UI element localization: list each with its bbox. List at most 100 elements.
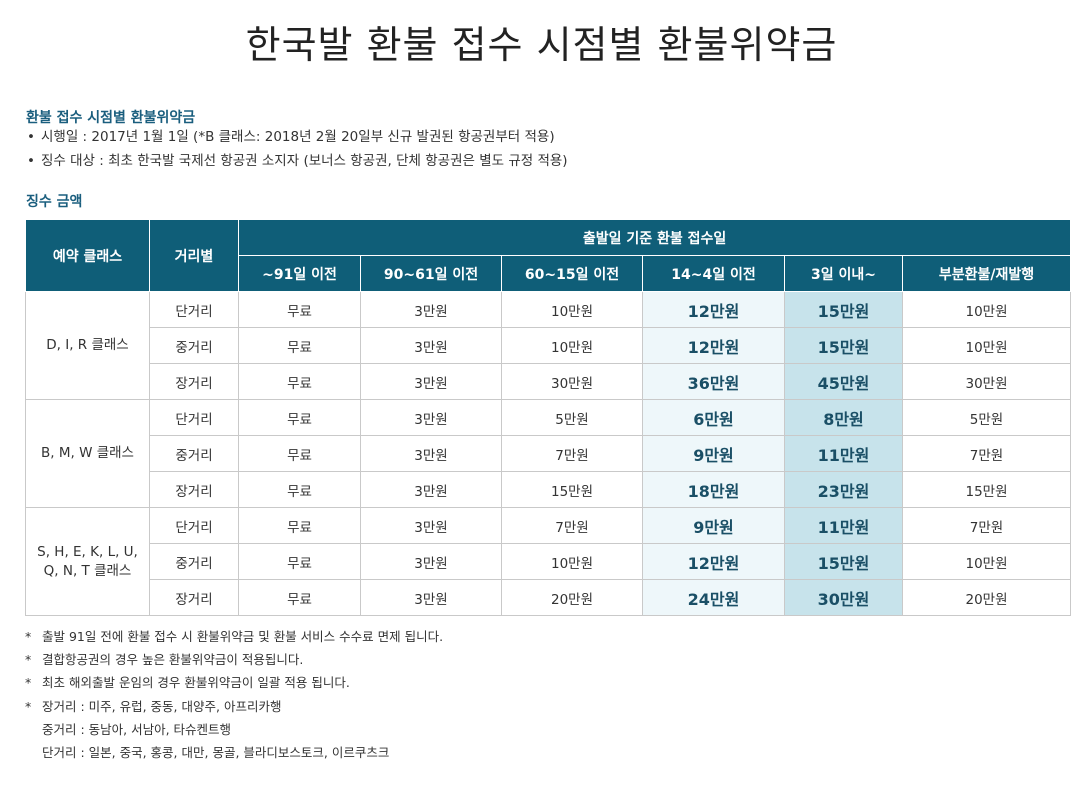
policy-item: • 시행일 : 2017년 1월 1일 (*B 클래스: 2018년 2월 20일… — [27, 127, 568, 151]
fee-cell: 30만원 — [501, 363, 643, 400]
fee-cell: 15만원 — [784, 543, 903, 580]
class-cell: B, M, W 클래스 — [25, 399, 150, 508]
class-cell: D, I, R 클래스 — [25, 291, 150, 400]
note-star: * — [25, 675, 32, 691]
header-period: ~91일 이전 — [238, 255, 361, 292]
fees-heading: 징수 금액 — [26, 194, 83, 210]
fee-cell: 45만원 — [784, 363, 903, 400]
fee-cell: 12만원 — [642, 291, 785, 328]
fee-cell: 3만원 — [360, 507, 502, 544]
bullet: • — [27, 153, 35, 169]
fee-cell: 15만원 — [901, 471, 1072, 508]
distance-cell: 중거리 — [149, 435, 239, 472]
fee-cell: 무료 — [238, 507, 361, 544]
note-continuation: 중거리 : 동남아, 서남아, 타슈켄트행 — [42, 721, 232, 737]
fee-cell: 3만원 — [360, 579, 502, 616]
notes-list: * 출발 91일 전에 환불 접수 시 환불위약금 및 환불 서비스 수수료 면제… — [25, 628, 443, 767]
table-row: D, I, R 클래스 단거리 무료 3만원 10만원 12만원 15만원 10… — [25, 291, 1072, 400]
table-row: 장거리 무료 3만원 30만원 36만원 45만원 30만원 — [26, 363, 1072, 400]
fee-cell: 20만원 — [901, 579, 1072, 616]
fee-cell: 30만원 — [901, 363, 1072, 400]
fee-cell: 18만원 — [642, 471, 785, 508]
fee-cell: 10만원 — [901, 543, 1072, 580]
fee-cell: 무료 — [238, 399, 361, 436]
class-line: Q, N, T 클래스 — [43, 562, 132, 579]
header-distance: 거리별 — [149, 219, 239, 292]
header-group: 출발일 기준 환불 접수일 — [237, 219, 1072, 256]
fee-cell: 20만원 — [501, 579, 643, 616]
note-item: * 장거리 : 미주, 유럽, 중동, 대양주, 아프리카행 — [25, 698, 443, 721]
table-row: 장거리 무료 3만원 20만원 24만원 30만원 20만원 — [26, 579, 1072, 616]
fee-cell: 36만원 — [642, 363, 785, 400]
fee-cell: 11만원 — [784, 507, 903, 544]
table-row: 장거리 무료 3만원 15만원 18만원 23만원 15만원 — [26, 471, 1072, 508]
class-line: S, H, E, K, L, U, — [37, 543, 138, 560]
fee-cell: 10만원 — [501, 291, 643, 328]
fee-cell: 3만원 — [360, 543, 502, 580]
fee-cell: 10만원 — [901, 327, 1072, 364]
fee-cell: 8만원 — [784, 399, 903, 436]
note-item: * 출발 91일 전에 환불 접수 시 환불위약금 및 환불 서비스 수수료 면제… — [25, 628, 443, 651]
fee-cell: 6만원 — [642, 399, 785, 436]
fee-cell: 3만원 — [360, 399, 502, 436]
fee-cell: 30만원 — [784, 579, 903, 616]
policy-item-text: 시행일 : 2017년 1월 1일 (*B 클래스: 2018년 2월 20일부… — [41, 129, 555, 145]
distance-cell: 장거리 — [149, 471, 239, 508]
fee-cell: 9만원 — [642, 435, 785, 472]
fee-cell: 무료 — [238, 363, 361, 400]
fee-cell: 11만원 — [784, 435, 903, 472]
page-title: 한국발 환불 접수 시점별 환불위약금 — [245, 23, 838, 67]
fee-cell: 3만원 — [360, 363, 502, 400]
fee-cell: 3만원 — [360, 471, 502, 508]
note-text: 출발 91일 전에 환불 접수 시 환불위약금 및 환불 서비스 수수료 면제 … — [42, 629, 444, 644]
fee-cell: 3만원 — [360, 291, 502, 328]
fee-cell: 3만원 — [360, 327, 502, 364]
fee-cell: 24만원 — [642, 579, 785, 616]
note-star: * — [25, 629, 32, 644]
table-row: S, H, E, K, L, U, Q, N, T 클래스 단거리 무료 3만원 … — [25, 507, 1072, 616]
fee-cell: 7만원 — [901, 435, 1072, 472]
note-star: * — [25, 652, 32, 668]
distance-cell: 장거리 — [149, 579, 239, 616]
fee-cell: 15만원 — [501, 471, 643, 508]
note-text: 장거리 : 미주, 유럽, 중동, 대양주, 아프리카행 — [42, 698, 282, 714]
fee-cell: 10만원 — [501, 543, 643, 580]
fee-cell: 7만원 — [501, 507, 643, 544]
distance-cell: 중거리 — [149, 543, 239, 580]
fee-cell: 무료 — [238, 471, 361, 508]
distance-cell: 단거리 — [149, 291, 239, 328]
distance-cell: 단거리 — [149, 399, 239, 436]
policy-heading: 환불 접수 시점별 환불위약금 — [26, 110, 196, 126]
header-period: 14~4일 이전 — [642, 255, 785, 292]
fee-cell: 10만원 — [901, 291, 1072, 328]
note-text: 최초 해외출발 운임의 경우 환불위약금이 일괄 적용 됩니다. — [42, 675, 350, 691]
fee-cell: 무료 — [238, 291, 361, 328]
fee-cell: 5만원 — [501, 399, 643, 436]
fee-cell: 23만원 — [784, 471, 903, 508]
fee-cell: 15만원 — [784, 327, 903, 364]
fee-cell: 무료 — [238, 579, 361, 616]
fee-cell: 7만원 — [501, 435, 643, 472]
header-period: 부분환불/재발행 — [901, 255, 1072, 292]
header-period: 3일 이내~ — [784, 255, 903, 292]
note-continuation: 단거리 : 일본, 중국, 홍콩, 대만, 몽골, 블라디보스토크, 이르쿠츠크 — [42, 744, 390, 760]
bullet: • — [27, 129, 35, 145]
note-item: * 최초 해외출발 운임의 경우 환불위약금이 일괄 적용 됩니다. — [25, 674, 443, 697]
fee-cell: 12만원 — [642, 327, 785, 364]
fee-cell: 무료 — [238, 543, 361, 580]
note-star: * — [25, 698, 32, 714]
fee-cell: 15만원 — [784, 291, 903, 328]
fee-cell: 무료 — [238, 435, 361, 472]
table-row: B, M, W 클래스 단거리 무료 3만원 5만원 6만원 8만원 5만원 — [25, 399, 1072, 508]
table-row: 중거리 무료 3만원 10만원 12만원 15만원 10만원 — [26, 543, 1072, 580]
fee-cell: 10만원 — [501, 327, 643, 364]
header-class: 예약 클래스 — [25, 219, 150, 292]
fee-cell: 3만원 — [360, 435, 502, 472]
header-period: 60~15일 이전 — [501, 255, 643, 292]
note-text: 결합항공권의 경우 높은 환불위약금이 적용됩니다. — [42, 652, 304, 668]
fee-cell: 무료 — [238, 327, 361, 364]
distance-cell: 단거리 — [149, 507, 239, 544]
policy-list: • 시행일 : 2017년 1월 1일 (*B 클래스: 2018년 2월 20일… — [27, 127, 568, 175]
fee-cell: 5만원 — [901, 399, 1072, 436]
policy-item-text: 징수 대상 : 최초 한국발 국제선 항공권 소지자 (보너스 항공권, 단체 … — [41, 153, 568, 169]
